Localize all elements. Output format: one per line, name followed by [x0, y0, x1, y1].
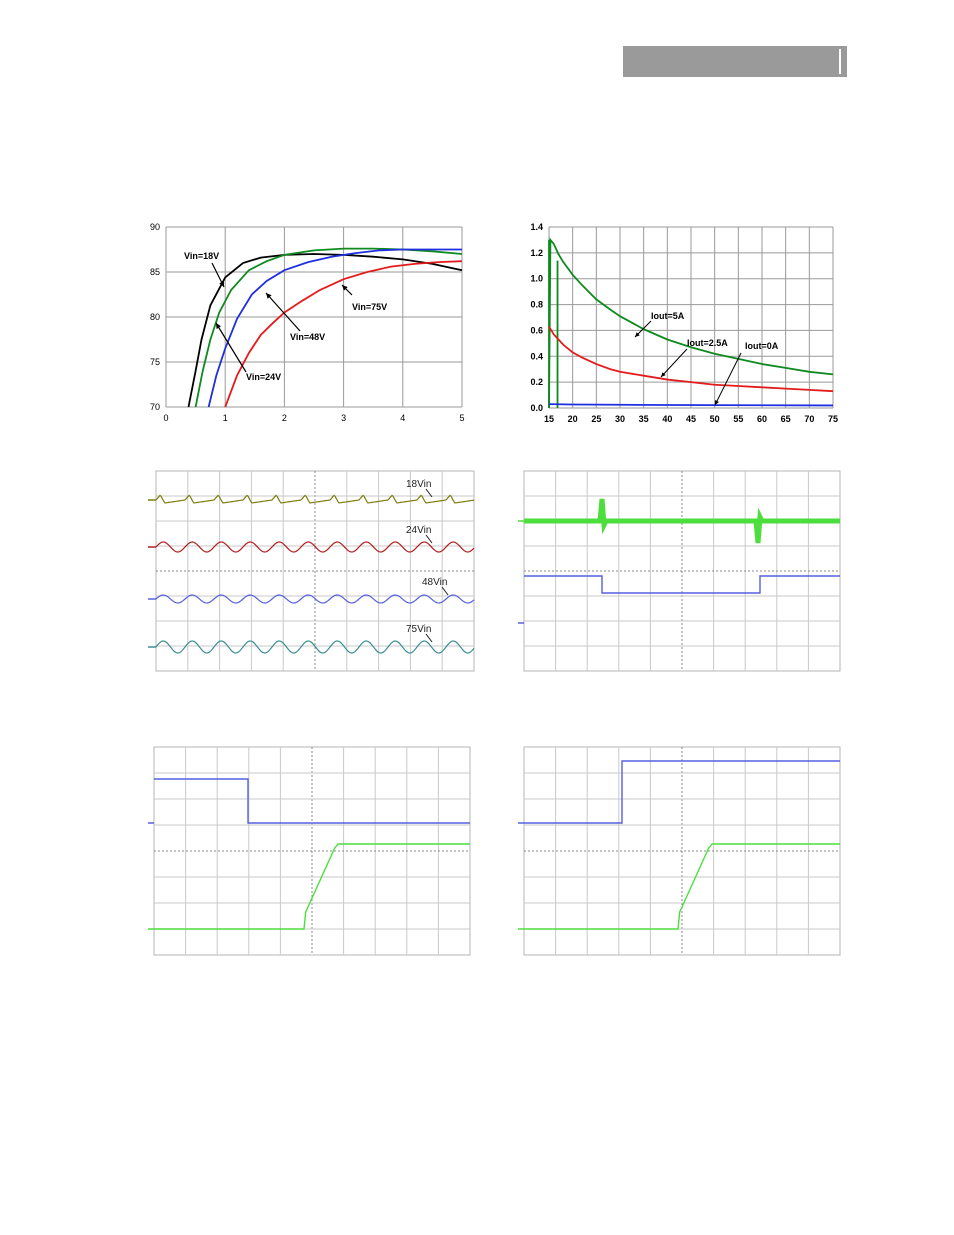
x-tick-label: 0: [163, 413, 168, 423]
y-tick-label: 0.4: [530, 351, 543, 361]
annotation-arrow: [660, 348, 688, 378]
series-line-Vin=48V: [207, 248, 462, 408]
annotation-arrowhead: [342, 285, 348, 291]
transient-scope: [518, 467, 842, 673]
output-rise-trace: [154, 843, 470, 930]
output-rise-trace: [524, 843, 840, 930]
y-tick-label: 90: [150, 222, 160, 232]
x-tick-label: 3: [341, 413, 346, 423]
x-tick-label: 4: [400, 413, 405, 423]
x-tick-label: 15: [544, 414, 554, 424]
y-tick-label: 1.2: [530, 248, 543, 258]
load-current-trace: [524, 575, 840, 594]
trace-label-pointer: [425, 534, 433, 544]
annotation-arrowhead: [635, 332, 640, 337]
x-tick-label: 25: [591, 414, 601, 424]
trace-label: 48Vin: [422, 577, 447, 588]
series-line-Iout=2.5A: [548, 326, 834, 393]
dissipation-chart: 15 20 25 30 35 40 45 50 55 60 65 70 75 0.0 0.2 0.4 0.6 0.…: [505, 215, 850, 435]
annotation-label: Iout=2.5A: [687, 338, 728, 348]
x-tick-label: 2: [282, 413, 287, 423]
series-line-Vin=18V: [187, 253, 463, 408]
x-tick-label: 75: [828, 414, 838, 424]
startup-scope-2-svg: [518, 746, 841, 956]
x-tick-label: 1: [223, 413, 228, 423]
x-tick-label: 5: [459, 413, 464, 423]
x-tick-label: 65: [781, 414, 791, 424]
annotation-arrow: [265, 292, 301, 332]
transient-scope-svg: [518, 470, 841, 672]
y-tick-label: 70: [150, 402, 160, 412]
annotation-arrowhead: [661, 372, 666, 377]
header-bar-mark: [839, 49, 841, 74]
trace-label-pointer: [425, 633, 433, 643]
trace-label: 24Vin: [406, 525, 431, 536]
startup-scope-2: [518, 743, 842, 957]
series-line-Iout=5A: [548, 237, 834, 409]
y-tick-label: 0.0: [530, 403, 543, 413]
input-step-trace: [154, 778, 470, 824]
annotation-arrowhead: [216, 323, 222, 329]
annotation-arrowhead: [219, 281, 224, 287]
x-tick-label: 45: [686, 414, 696, 424]
efficiency-chart-svg: 0 1 2 3 4 5 70 75 80 85 90 Vin=18V Vin=24V Vin=48V Vin…: [150, 222, 465, 423]
annotation-arrow: [215, 322, 247, 373]
output-voltage-trace: [524, 498, 840, 544]
trace-label: 18Vin: [406, 479, 431, 490]
x-tick-label: 60: [757, 414, 767, 424]
annotation-label: Vin=48V: [290, 332, 325, 342]
annotation-label: Vin=18V: [184, 251, 219, 261]
trace-label-pointer: [425, 488, 433, 498]
y-tick-label: 0.6: [530, 325, 543, 335]
ripple-trace: [155, 541, 475, 553]
series-line-Iout=0A: [548, 403, 834, 407]
x-tick-label: 30: [615, 414, 625, 424]
dissipation-chart-svg: 15 20 25 30 35 40 45 50 55 60 65 70 75 0.0 0.2 0.4 0.6 0.…: [530, 222, 838, 424]
x-tick-label: 20: [568, 414, 578, 424]
annotation-arrowhead: [266, 293, 272, 299]
series-line-Vin=75V: [224, 260, 463, 408]
x-tick-label: 70: [804, 414, 814, 424]
annotation-label: Iout=5A: [651, 311, 685, 321]
efficiency-chart: 0 1 2 3 4 5 70 75 80 85 90 Vin=18V Vin=24V Vin=48V Vin…: [120, 215, 480, 435]
startup-scope-1: [148, 743, 472, 957]
trace-label: 75Vin: [406, 624, 431, 635]
y-tick-label: 85: [150, 267, 160, 277]
annotation-arrowhead: [715, 400, 719, 405]
y-tick-label: 75: [150, 357, 160, 367]
ripple-scope: 18Vin 24Vin 48Vin 75Vin: [148, 467, 478, 673]
y-tick-label: 1.4: [530, 222, 543, 232]
y-tick-label: 0.8: [530, 300, 543, 310]
x-tick-label: 55: [733, 414, 743, 424]
y-tick-label: 0.2: [530, 377, 543, 387]
y-tick-label: 1.0: [530, 274, 543, 284]
ripple-trace: [155, 640, 475, 654]
input-step-trace: [524, 760, 840, 824]
ripple-trace: [155, 594, 475, 604]
y-tick-label: 80: [150, 312, 160, 322]
annotation-label: Vin=24V: [246, 372, 281, 382]
startup-scope-1-svg: [148, 746, 471, 956]
annotation-label: Vin=75V: [352, 302, 387, 312]
annotation-label: Iout=0A: [745, 341, 779, 351]
x-tick-label: 35: [639, 414, 649, 424]
annotation-arrow: [714, 352, 742, 406]
ripple-trace: [155, 494, 475, 504]
header-bar: [623, 46, 847, 77]
trace-label-pointer: [441, 586, 449, 596]
x-tick-label: 40: [662, 414, 672, 424]
x-tick-label: 50: [710, 414, 720, 424]
ripple-scope-svg: 18Vin 24Vin 48Vin 75Vin: [148, 470, 475, 672]
